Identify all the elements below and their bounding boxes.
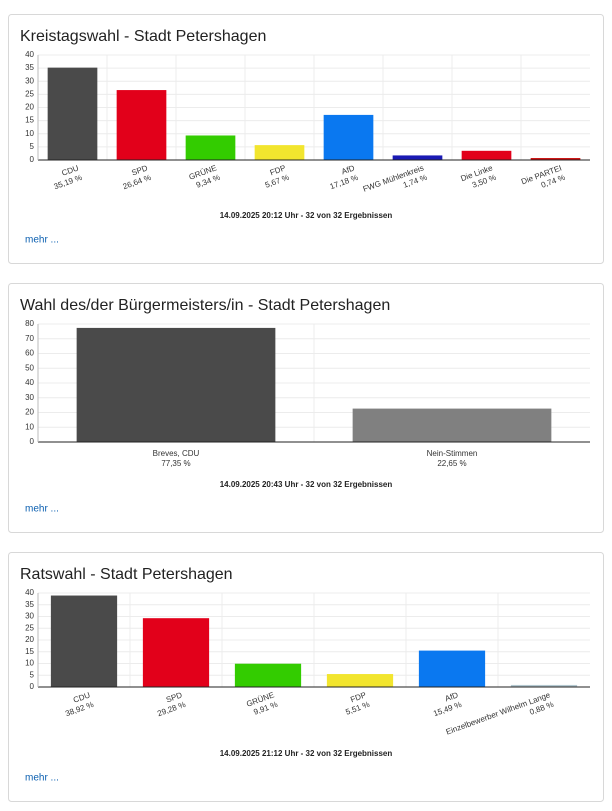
bar bbox=[530, 158, 581, 160]
y-tick-label: 20 bbox=[25, 103, 34, 112]
y-tick-label: 35 bbox=[25, 600, 34, 609]
y-tick-label: 10 bbox=[25, 659, 34, 668]
chart-title: Kreistagswahl - Stadt Petershagen bbox=[20, 28, 266, 45]
y-tick-label: 35 bbox=[25, 63, 34, 72]
bar bbox=[116, 90, 167, 160]
y-tick-label: 20 bbox=[25, 408, 34, 417]
bar bbox=[254, 145, 305, 160]
bar bbox=[392, 155, 443, 160]
y-tick-label: 25 bbox=[25, 623, 34, 632]
y-tick-label: 70 bbox=[25, 334, 34, 343]
bar bbox=[326, 674, 394, 687]
y-tick-label: 40 bbox=[25, 588, 34, 597]
x-tick-label: Breves, CDU bbox=[153, 449, 200, 458]
value-label: 22,65 % bbox=[437, 459, 466, 468]
bar bbox=[76, 327, 276, 442]
bar bbox=[352, 408, 552, 442]
y-tick-label: 30 bbox=[25, 76, 34, 85]
y-tick-label: 0 bbox=[30, 437, 35, 446]
y-tick-label: 30 bbox=[25, 393, 34, 402]
bar bbox=[185, 135, 236, 160]
y-tick-label: 60 bbox=[25, 349, 34, 358]
y-tick-label: 0 bbox=[30, 682, 35, 691]
y-tick-label: 25 bbox=[25, 89, 34, 98]
y-tick-label: 10 bbox=[25, 422, 34, 431]
bar bbox=[418, 650, 486, 687]
y-tick-label: 15 bbox=[25, 647, 34, 656]
chart-card: Wahl des/der Bürgermeisters/in - Stadt P… bbox=[8, 283, 604, 533]
value-label: 77,35 % bbox=[161, 459, 190, 468]
more-link[interactable]: mehr ... bbox=[25, 773, 59, 784]
y-tick-label: 80 bbox=[25, 319, 34, 328]
more-link[interactable]: mehr ... bbox=[25, 504, 59, 515]
y-tick-label: 0 bbox=[30, 155, 35, 164]
bar bbox=[50, 595, 118, 687]
y-tick-label: 10 bbox=[25, 129, 34, 138]
chart-footer: 14.09.2025 20:43 Uhr - 32 von 32 Ergebni… bbox=[220, 480, 393, 489]
card-border bbox=[8, 14, 604, 264]
more-link[interactable]: mehr ... bbox=[25, 235, 59, 246]
chart-footer: 14.09.2025 20:12 Uhr - 32 von 32 Ergebni… bbox=[220, 211, 393, 220]
chart-footer: 14.09.2025 21:12 Uhr - 32 von 32 Ergebni… bbox=[220, 749, 393, 758]
x-tick-label: Nein-Stimmen bbox=[427, 449, 478, 458]
y-tick-label: 20 bbox=[25, 635, 34, 644]
bar bbox=[323, 114, 374, 160]
x-tick-label: AfD bbox=[340, 163, 356, 176]
x-tick-label: AfD bbox=[444, 690, 460, 703]
chart-card: Ratswahl - Stadt Petershagen 0 5 10 15 20 25 30… bbox=[8, 552, 604, 802]
y-tick-label: 50 bbox=[25, 363, 34, 372]
y-tick-label: 30 bbox=[25, 612, 34, 621]
y-tick-label: 5 bbox=[30, 670, 35, 679]
bar bbox=[510, 684, 578, 687]
chart-title: Ratswahl - Stadt Petershagen bbox=[20, 566, 233, 583]
y-tick-label: 40 bbox=[25, 378, 34, 387]
bar bbox=[142, 618, 210, 687]
chart-card: Kreistagswahl - Stadt Petershagen 0 5 10 15 2… bbox=[8, 14, 604, 264]
bar bbox=[47, 67, 98, 160]
bar bbox=[234, 663, 302, 687]
card-border bbox=[8, 552, 604, 802]
y-tick-label: 40 bbox=[25, 50, 34, 59]
y-tick-label: 5 bbox=[30, 142, 35, 151]
y-tick-label: 15 bbox=[25, 116, 34, 125]
chart-title: Wahl des/der Bürgermeisters/in - Stadt P… bbox=[20, 297, 390, 314]
bar bbox=[461, 150, 512, 160]
